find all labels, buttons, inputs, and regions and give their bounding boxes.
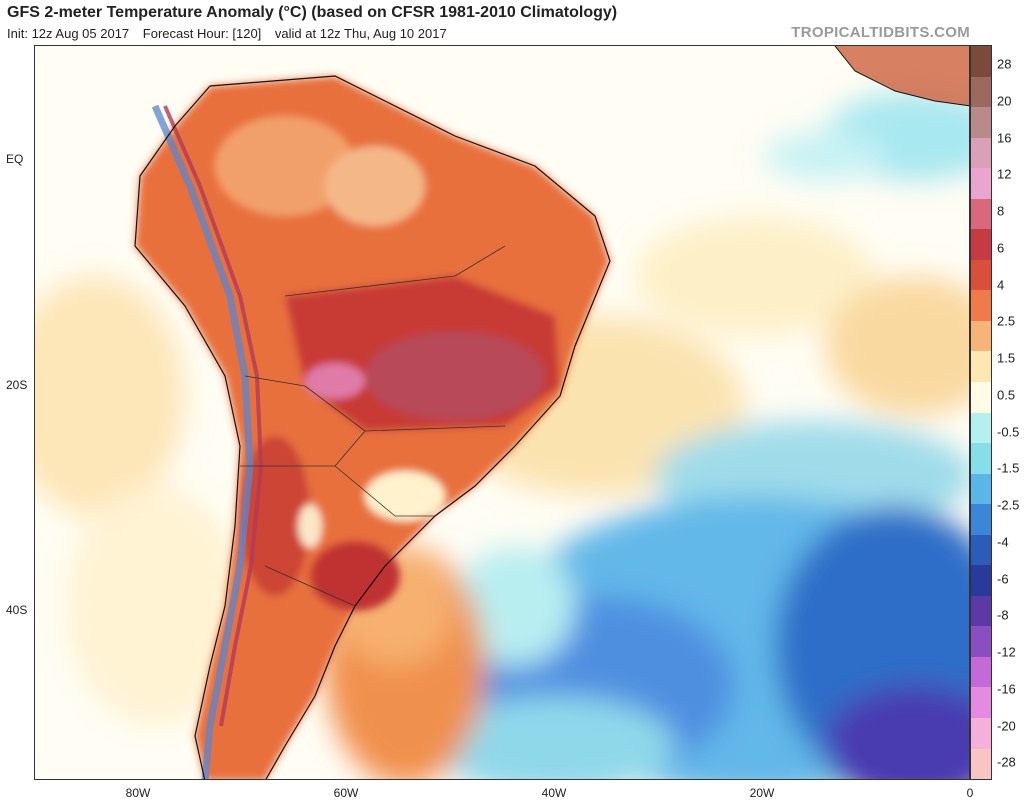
colorbar-swatch bbox=[971, 290, 991, 321]
lat-label-eq: EQ bbox=[6, 152, 24, 166]
colorbar-tick-label: 1.5 bbox=[997, 350, 1016, 366]
lon-label-40w: 40W bbox=[541, 786, 567, 800]
colorbar-swatch bbox=[971, 259, 991, 291]
colorbar-swatch bbox=[971, 320, 991, 352]
colorbar-swatch bbox=[971, 198, 991, 230]
colorbar-tick-label: 16 bbox=[997, 130, 1012, 145]
colorbar-swatch bbox=[971, 412, 991, 444]
valid-time: valid at 12z Thu, Aug 10 2017 bbox=[274, 26, 447, 41]
colorbar-tick-label: -6 bbox=[997, 571, 1009, 586]
colorbar-swatch bbox=[971, 168, 991, 199]
lat-label-40s: 40S bbox=[6, 603, 28, 617]
colorbar-swatch bbox=[971, 473, 991, 505]
colorbar-tick-label: 6 bbox=[997, 240, 1005, 256]
lat-label-20s: 20S bbox=[6, 378, 28, 392]
colorbar-swatch bbox=[971, 107, 991, 138]
ocean-anomaly-fields bbox=[35, 91, 969, 779]
anomaly-map bbox=[34, 45, 970, 780]
colorbar-tick-label: 8 bbox=[997, 203, 1005, 219]
subtitle: Init: 12z Aug 05 2017 Forecast Hour: [12… bbox=[7, 26, 457, 41]
colorbar-swatch bbox=[971, 229, 991, 260]
colorbar-swatch bbox=[971, 76, 991, 108]
land-anomaly bbox=[135, 76, 610, 779]
colorbar-tick-label: -1.5 bbox=[997, 460, 1020, 476]
colorbar-tick-label: -8 bbox=[997, 607, 1009, 623]
colorbar-swatch bbox=[971, 565, 991, 596]
lon-label-20w: 20W bbox=[749, 786, 775, 800]
site-credit: TROPICALTIDBITS.COM bbox=[791, 24, 970, 41]
colorbar-swatch bbox=[971, 46, 991, 77]
colorbar-tick-label: 12 bbox=[997, 166, 1012, 182]
lon-label-60w: 60W bbox=[333, 786, 359, 800]
colorbar-tick-label: -16 bbox=[997, 681, 1016, 697]
colorbar-swatch bbox=[971, 534, 991, 566]
forecast-hour: Forecast Hour: [120] bbox=[142, 26, 262, 41]
colorbar-swatch bbox=[971, 443, 991, 474]
colorbar-tick-label: -0.5 bbox=[997, 424, 1020, 439]
country-borders bbox=[240, 245, 506, 607]
colorbar-swatch bbox=[971, 656, 991, 688]
colorbar-tick-label: -28 bbox=[997, 754, 1016, 770]
colorbar-tick-label: -20 bbox=[997, 718, 1016, 733]
colorbar-tick-label: 2.5 bbox=[997, 313, 1016, 329]
colorbar-tick-label: 20 bbox=[997, 93, 1012, 109]
east-coastline bbox=[209, 75, 611, 779]
colorbar-tick-label: 28 bbox=[997, 56, 1012, 72]
africa-land bbox=[835, 46, 969, 106]
lon-label-0: 0 bbox=[966, 786, 974, 800]
map-canvas bbox=[35, 46, 969, 779]
colorbar-tick-label: -12 bbox=[997, 644, 1016, 660]
colorbar-swatch bbox=[971, 626, 991, 657]
colorbar-swatch bbox=[971, 687, 991, 719]
colorbar-tick-label: 0.5 bbox=[997, 387, 1016, 403]
init-time: Init: 12z Aug 05 2017 bbox=[7, 26, 130, 41]
colorbar-swatch bbox=[971, 748, 991, 780]
colorbar-tick-label: 4 bbox=[997, 277, 1005, 292]
colorbar-tick-label: -4 bbox=[997, 534, 1009, 550]
lon-label-80w: 80W bbox=[125, 786, 151, 800]
colorbar-swatch bbox=[971, 382, 991, 413]
chart-title: GFS 2-meter Temperature Anomaly (°C) (ba… bbox=[7, 4, 618, 21]
colorbar-swatch bbox=[971, 595, 991, 627]
andes-ridge-warm bbox=[163, 105, 264, 727]
west-coastline bbox=[134, 85, 241, 779]
colorbar-swatch bbox=[971, 718, 991, 749]
colorbar-tick-label: -2.5 bbox=[997, 497, 1020, 513]
colorbar-swatch bbox=[971, 351, 991, 383]
colorbar-swatch bbox=[971, 504, 991, 535]
africa-coastline bbox=[834, 46, 969, 107]
colorbar-swatch bbox=[971, 137, 991, 169]
colorbar bbox=[970, 45, 992, 780]
